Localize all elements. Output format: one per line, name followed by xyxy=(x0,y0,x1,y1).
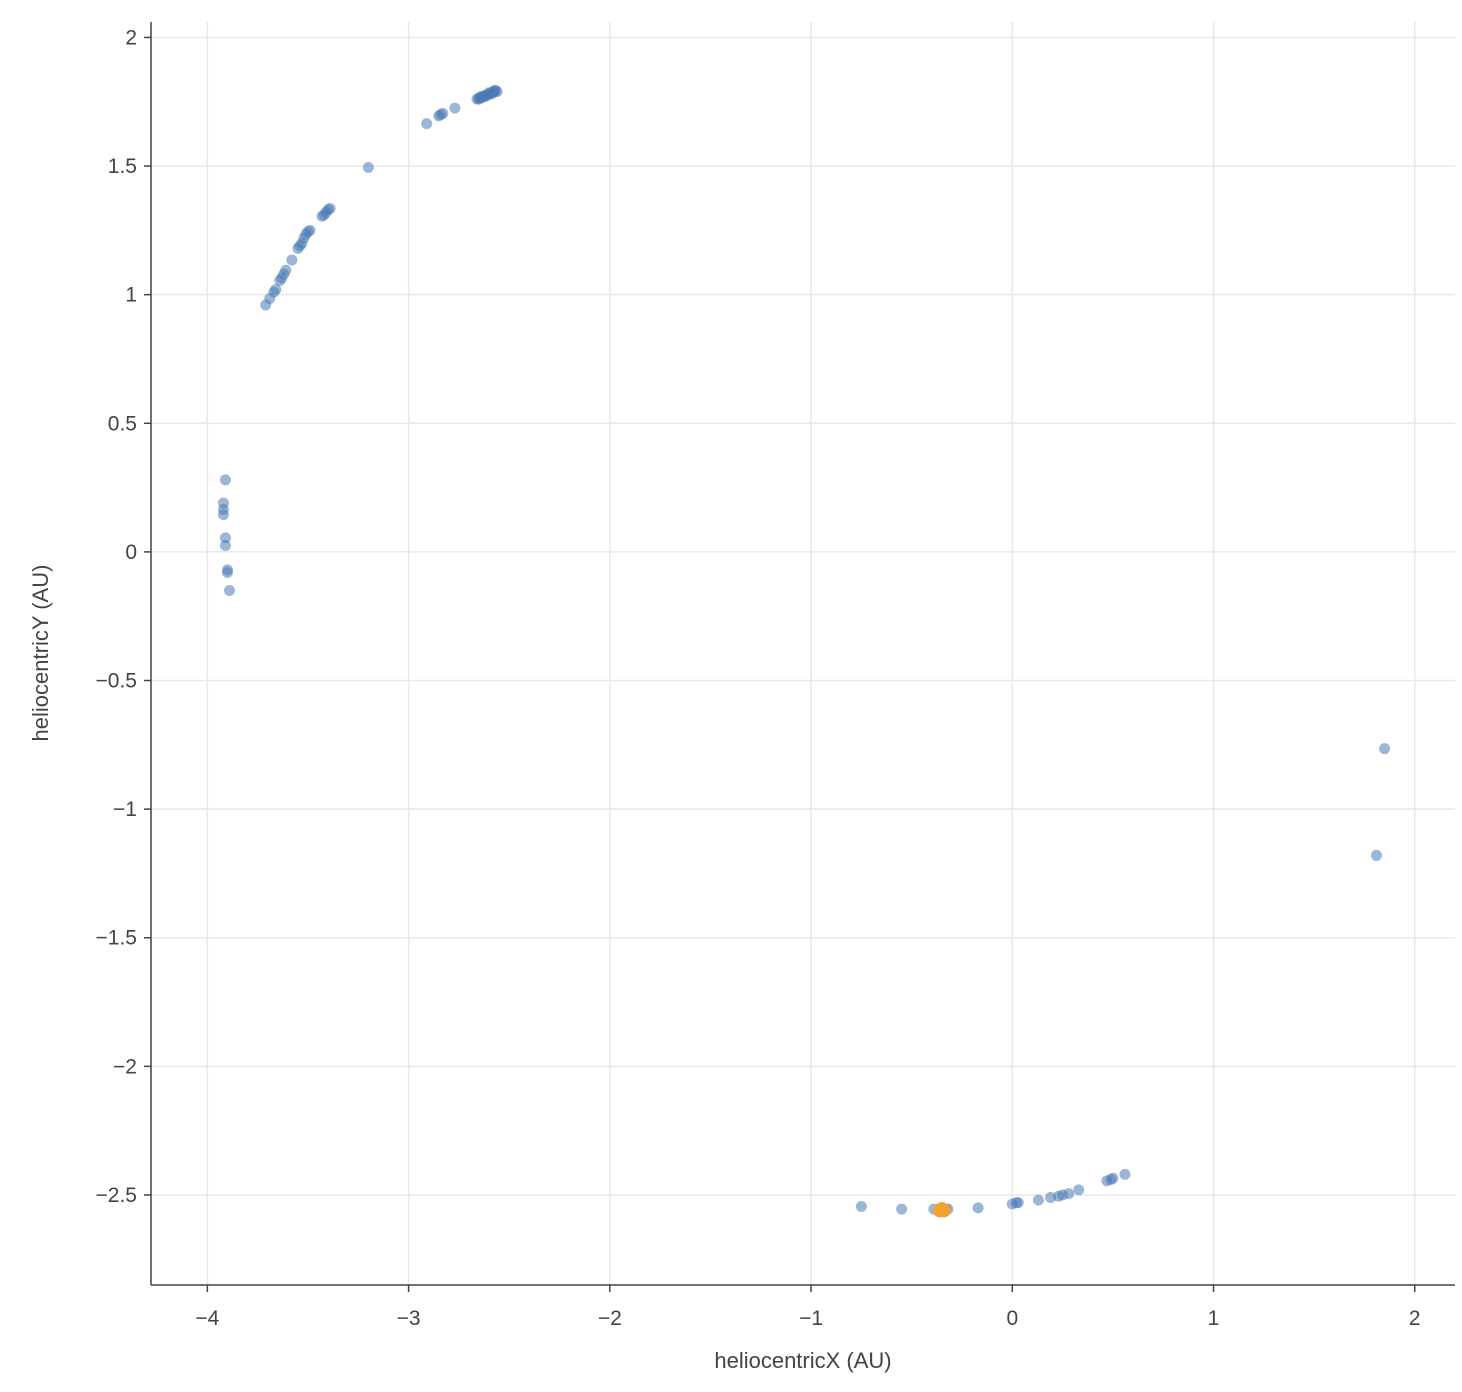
data-point[interactable] xyxy=(1379,743,1391,755)
y-tick-label: 1 xyxy=(125,284,137,307)
data-point[interactable] xyxy=(260,299,272,311)
x-tick-label: −2 xyxy=(598,1307,622,1330)
scatter-points xyxy=(217,84,1391,1218)
data-point[interactable] xyxy=(219,474,231,486)
data-point[interactable] xyxy=(219,539,231,551)
grid-lines xyxy=(151,22,1455,1285)
y-tick-label: 2 xyxy=(125,26,137,49)
data-point[interactable] xyxy=(972,1202,984,1214)
data-point[interactable] xyxy=(292,242,304,254)
y-axis-ticks: 2 1.5 1 0.5 0 −0.5 −1 −1.5 −2 −2.5 xyxy=(96,26,151,1207)
data-point[interactable] xyxy=(475,91,487,103)
x-tick-label: 2 xyxy=(1409,1307,1421,1330)
y-tick-label: 0.5 xyxy=(108,412,137,435)
x-tick-label: −1 xyxy=(799,1307,823,1330)
x-axis-ticks: −4 −3 −2 −1 0 1 2 xyxy=(195,1285,1421,1330)
data-point[interactable] xyxy=(1371,849,1383,861)
data-point[interactable] xyxy=(1032,1194,1044,1206)
y-tick-label: 0 xyxy=(125,541,137,564)
y-tick-label: 1.5 xyxy=(108,155,137,178)
data-point[interactable] xyxy=(274,275,286,287)
y-tick-label: −0.5 xyxy=(96,670,137,693)
y-tick-label: −2 xyxy=(113,1055,137,1078)
data-point[interactable] xyxy=(223,584,235,596)
x-tick-label: 1 xyxy=(1208,1307,1220,1330)
data-point[interactable] xyxy=(1063,1188,1075,1200)
data-point[interactable] xyxy=(435,109,447,121)
y-tick-label: −1 xyxy=(113,798,137,821)
data-point[interactable] xyxy=(1073,1184,1085,1196)
data-point[interactable] xyxy=(362,161,374,173)
data-point[interactable] xyxy=(449,102,461,114)
data-point[interactable] xyxy=(421,118,433,130)
data-point[interactable] xyxy=(219,532,231,544)
data-point[interactable] xyxy=(855,1201,867,1213)
highlight-point[interactable] xyxy=(932,1203,947,1218)
x-tick-label: −3 xyxy=(397,1307,421,1330)
data-point[interactable] xyxy=(1012,1197,1024,1209)
data-point[interactable] xyxy=(221,566,233,578)
series-1 xyxy=(932,1202,951,1218)
data-point[interactable] xyxy=(489,84,501,96)
x-tick-label: −4 xyxy=(195,1307,219,1330)
series-0 xyxy=(217,84,1391,1215)
data-point[interactable] xyxy=(316,210,328,222)
x-axis-title: heliocentricX (AU) xyxy=(714,1348,891,1373)
data-point[interactable] xyxy=(1119,1168,1131,1180)
data-point[interactable] xyxy=(286,254,298,266)
data-point[interactable] xyxy=(896,1203,908,1215)
y-tick-label: −2.5 xyxy=(96,1184,137,1207)
y-tick-label: −1.5 xyxy=(96,927,137,950)
axes xyxy=(150,22,1455,1286)
y-axis-title: heliocentricY (AU) xyxy=(28,565,53,742)
x-tick-label: 0 xyxy=(1006,1307,1018,1330)
data-point[interactable] xyxy=(1107,1172,1119,1184)
data-point[interactable] xyxy=(217,509,229,521)
